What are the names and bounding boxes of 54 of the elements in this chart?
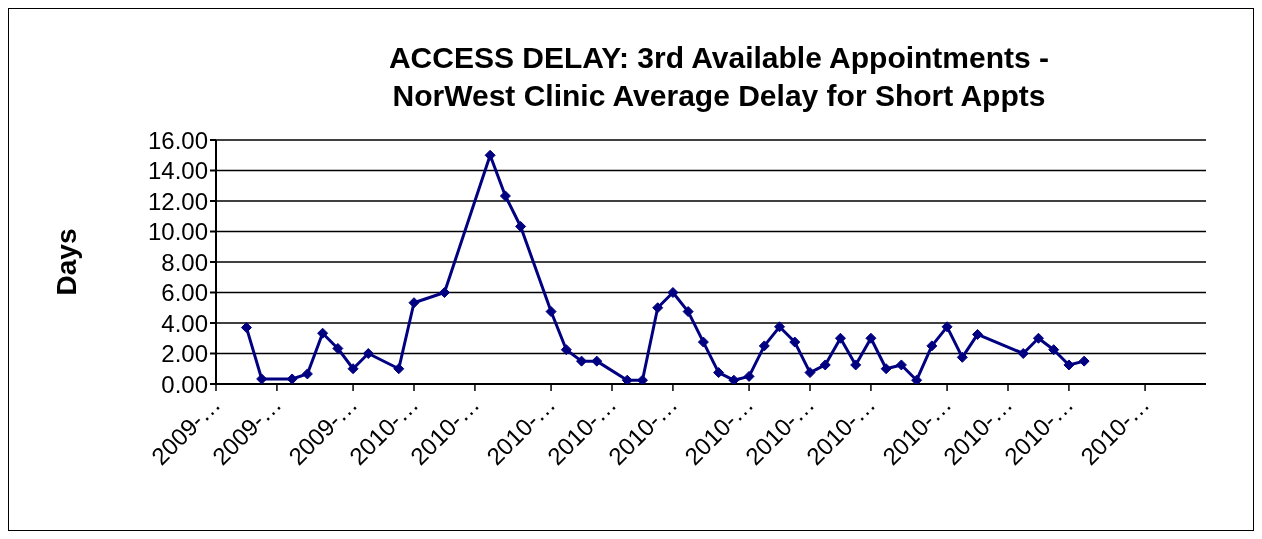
point [1032,332,1044,344]
chart-title: ACCESS DELAY: 3rd Available Appointments - NorWest Clinic Average Delay for Short Appts [387,40,1051,114]
y-tick-label: 0.00 [161,370,208,398]
y-tick-label: 6.00 [161,279,208,307]
point [347,363,359,375]
point [301,368,313,380]
y-axis-title: Days [50,228,82,296]
point [774,321,786,333]
point [880,363,892,375]
point [895,359,907,371]
point [682,306,694,318]
point [697,336,709,348]
point [926,340,938,352]
point [317,327,329,339]
point [789,336,801,348]
point [956,351,968,363]
point [667,287,679,298]
point [972,328,984,340]
point [1063,359,1075,371]
point [743,370,755,382]
point [545,306,557,318]
point [1017,348,1029,359]
point [728,374,740,384]
point [850,359,862,371]
y-tick-label: 12.00 [147,187,208,215]
point [515,220,527,232]
point [408,297,420,309]
point [332,342,344,354]
y-tick-label: 16.00 [147,126,208,154]
point [652,302,664,314]
point [834,332,846,344]
point [758,340,770,352]
point [621,374,633,384]
point [240,322,252,334]
point [865,332,877,344]
point [1048,344,1060,356]
point [911,374,923,384]
y-tick-label: 4.00 [161,309,208,337]
point [1078,355,1090,367]
point [438,287,450,298]
point [591,355,603,367]
point [941,321,953,333]
point [393,363,405,375]
point [362,348,374,359]
y-tick-label: 14.00 [147,157,208,185]
point [484,149,496,161]
point [560,344,572,356]
point [804,367,816,379]
point [819,359,831,371]
y-tick-label: 2.00 [161,340,208,368]
point [713,367,725,379]
point [499,190,511,202]
y-tick-label: 10.00 [147,218,208,246]
y-tick-label: 8.00 [161,248,208,276]
